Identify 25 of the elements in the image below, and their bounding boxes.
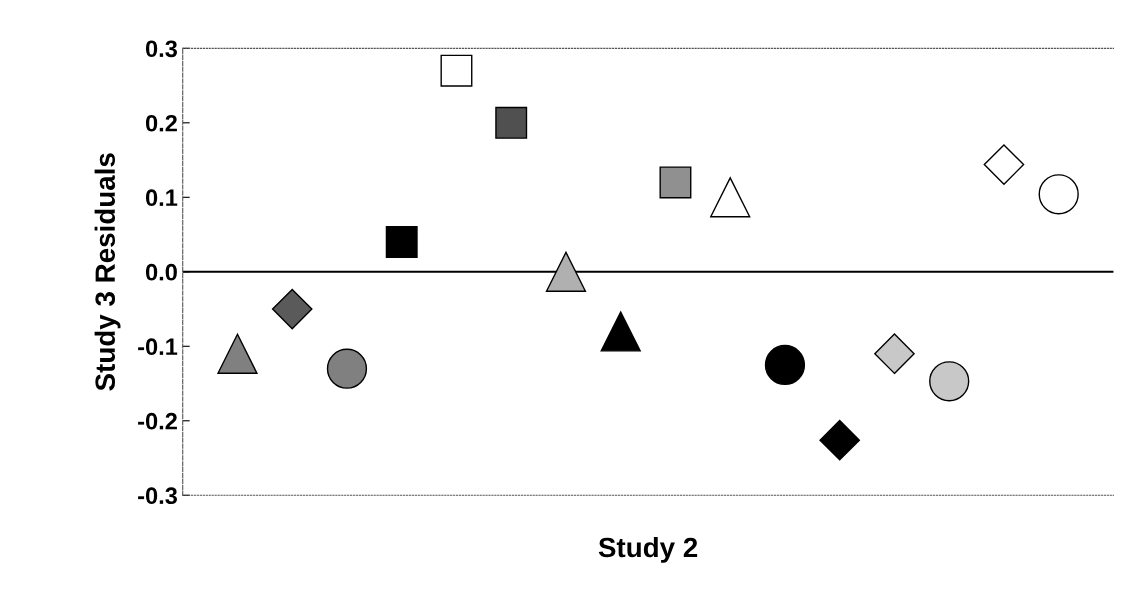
y-tick-label: 0.3 xyxy=(145,40,178,58)
point xyxy=(929,361,970,402)
point xyxy=(710,177,751,218)
point xyxy=(271,288,313,330)
point xyxy=(440,54,473,87)
x-axis-title: Study 2 xyxy=(598,536,698,563)
point xyxy=(495,106,528,139)
point xyxy=(545,251,587,292)
point xyxy=(983,144,1025,185)
point xyxy=(659,166,692,199)
point xyxy=(600,311,641,352)
y-tick-label: 0.2 xyxy=(145,114,177,132)
point xyxy=(217,333,258,374)
point xyxy=(874,333,915,375)
y-axis-title: Study 3 Residuals xyxy=(94,153,121,391)
point xyxy=(326,348,368,389)
point xyxy=(764,344,806,386)
y-tick-label: 0.0 xyxy=(145,263,177,281)
y-tick-label: -0.3 xyxy=(138,487,178,505)
y-tick-label: -0.2 xyxy=(138,412,177,430)
point xyxy=(1038,174,1079,215)
y-tick-label: -0.1 xyxy=(138,338,178,356)
point xyxy=(819,419,861,461)
point xyxy=(385,226,418,258)
y-tick-label: 0.1 xyxy=(145,189,178,207)
